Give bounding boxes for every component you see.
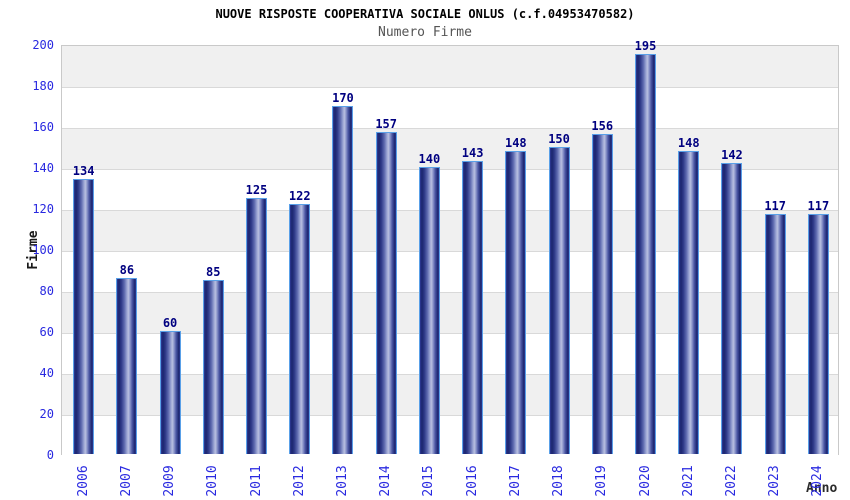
y-tick-label: 180 xyxy=(32,79,54,93)
x-tick-label: 2017 xyxy=(507,465,523,497)
bar-2017 xyxy=(505,150,527,454)
bar-2022 xyxy=(721,162,743,454)
bar-value-label: 150 xyxy=(548,131,570,146)
x-tick-label: 2012 xyxy=(291,465,307,497)
y-tick-label: 200 xyxy=(32,38,54,52)
x-axis-label: Anno xyxy=(806,481,838,496)
bar-value-label: 143 xyxy=(461,145,484,160)
bar-2016 xyxy=(462,160,484,454)
bar-value-label: 122 xyxy=(288,188,311,203)
y-tick-label: 100 xyxy=(32,243,54,257)
x-tick-label: 2016 xyxy=(464,465,480,497)
plot-area: 134 86 60 85 125 122 170 157 140 143 148 150 156 195 1… xyxy=(61,39,839,456)
y-tick-label: 140 xyxy=(32,161,54,175)
bar-value-label: 86 xyxy=(119,262,135,277)
x-tick-label: 2015 xyxy=(420,465,436,497)
y-tick-label: 40 xyxy=(39,366,54,380)
chart-title: NUOVE RISPOSTE COOPERATIVA SOCIALE ONLUS… xyxy=(215,7,635,21)
x-tick-label: 2011 xyxy=(248,465,263,497)
x-tick-label: 2021 xyxy=(680,465,696,497)
bar-value-label: 134 xyxy=(72,164,95,179)
x-tick-label: 2020 xyxy=(637,465,652,497)
y-tick-label: 80 xyxy=(39,284,54,298)
y-tick-label: 0 xyxy=(46,448,54,462)
bar-2006 xyxy=(73,179,95,454)
bar-2007 xyxy=(116,277,138,454)
x-tick-label: 2014 xyxy=(377,465,393,497)
plot-band xyxy=(62,169,838,210)
bar-value-label: 157 xyxy=(375,117,397,132)
bar-2024 xyxy=(807,214,829,454)
gridline xyxy=(62,251,838,252)
gridline xyxy=(62,292,838,293)
bar-2019 xyxy=(591,134,613,454)
y-tick-label: 20 xyxy=(39,407,54,421)
gridline xyxy=(62,210,838,211)
bar-2014 xyxy=(375,132,397,454)
x-tick-label: 2006 xyxy=(75,465,91,497)
y-tick-label: 60 xyxy=(39,325,54,339)
bar-2023 xyxy=(764,214,786,454)
gridline xyxy=(62,87,838,88)
bar-value-label: 148 xyxy=(504,135,527,150)
bar-value-label: 60 xyxy=(162,316,178,330)
bar-value-label: 156 xyxy=(591,119,614,134)
plot-band xyxy=(62,210,838,251)
bar-2012 xyxy=(289,203,311,454)
bar-value-label: 148 xyxy=(677,135,700,150)
bar-2020 xyxy=(635,54,656,454)
gridline xyxy=(62,333,838,334)
bar-value-label: 117 xyxy=(764,199,786,214)
bar-2011 xyxy=(246,197,267,454)
gridline xyxy=(62,169,838,170)
x-tick-label: 2024 xyxy=(809,465,825,497)
x-tick-label: 2010 xyxy=(204,465,220,497)
bar-2018 xyxy=(548,146,570,454)
bar-2015 xyxy=(418,167,440,454)
gridline xyxy=(62,415,838,416)
bar-2021 xyxy=(678,150,700,454)
y-tick-label: 120 xyxy=(32,202,54,216)
plot-band xyxy=(62,128,838,169)
plot-band xyxy=(62,251,838,292)
x-tick-label: 2009 xyxy=(161,465,177,497)
chart-subtitle: Numero Firme xyxy=(378,25,472,40)
x-tick-label: 2022 xyxy=(723,465,739,497)
x-tick-label: 2023 xyxy=(766,465,782,497)
y-tick-label: 160 xyxy=(32,120,54,134)
plot-band xyxy=(62,374,838,415)
x-tick-label: 2007 xyxy=(118,465,134,497)
bar-2013 xyxy=(332,105,354,454)
bar-value-label: 140 xyxy=(418,152,441,166)
plot-band xyxy=(62,333,838,374)
plot-band xyxy=(62,87,838,128)
gridline xyxy=(62,128,838,129)
bar-value-label: 142 xyxy=(721,147,743,162)
plot-band xyxy=(62,46,838,87)
bar-value-label: 195 xyxy=(634,39,657,54)
bar-value-label: 125 xyxy=(245,182,268,197)
x-tick-label: 2019 xyxy=(593,465,609,497)
gridline xyxy=(62,374,838,375)
bar-value-label: 85 xyxy=(206,264,221,279)
bar-value-label: 170 xyxy=(332,90,354,105)
plot-band xyxy=(62,292,838,333)
bar-value-label: 117 xyxy=(807,199,830,214)
bar-2010 xyxy=(202,279,224,454)
x-tick-label: 2013 xyxy=(334,465,350,497)
bar-2009 xyxy=(159,331,181,454)
plot-band xyxy=(62,415,838,456)
x-tick-label: 2018 xyxy=(550,465,566,497)
